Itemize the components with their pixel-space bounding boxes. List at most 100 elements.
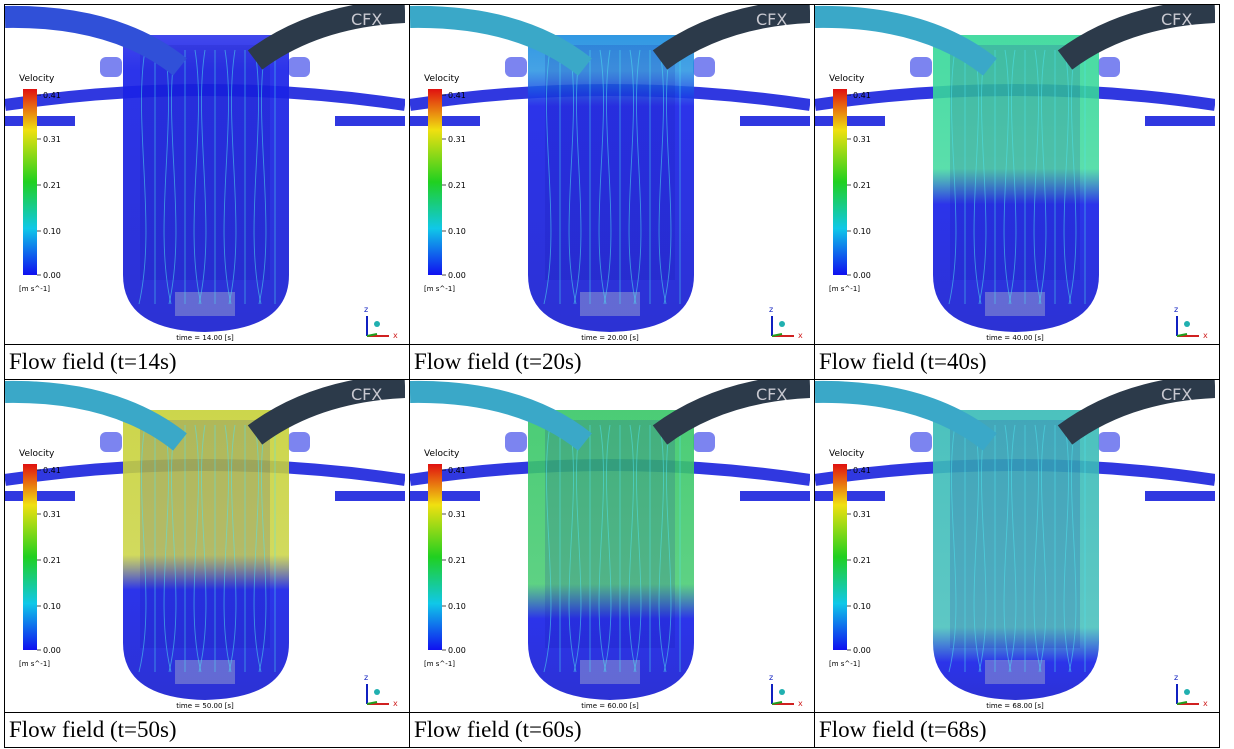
time-label: time = 50.00 [s] <box>176 702 234 710</box>
figure-table: CFX Velocity 0.41 0.31 0.21 0.10 0.00 [m s^-… <box>4 4 1220 748</box>
logo: CFX <box>756 10 787 29</box>
flow-image: CFX Velocity 0.410.310.210.100.00 [m s^-… <box>5 5 405 344</box>
nozzle <box>693 432 715 452</box>
legend-tick-label: 0.10 <box>448 602 466 611</box>
axis-x-label: x <box>393 699 398 708</box>
view-marker <box>1184 321 1190 327</box>
logo: CFX <box>1161 10 1192 29</box>
legend-unit: [m s^-1] <box>424 285 455 293</box>
caption: Flow field (t=50s) <box>5 713 410 748</box>
legend-tick-label: 0.41 <box>853 466 871 475</box>
legend-bar <box>23 89 37 275</box>
nozzle <box>693 57 715 77</box>
legend-unit: [m s^-1] <box>829 285 860 293</box>
axis-z-label: z <box>1174 673 1178 682</box>
nozzle <box>505 432 527 452</box>
caption: Flow field (t=14s) <box>5 345 410 380</box>
legend-title: Velocity <box>19 449 55 459</box>
axis-x-label: x <box>393 331 398 340</box>
legend-title: Velocity <box>19 74 55 84</box>
logo: CFX <box>351 385 382 404</box>
axis-z-label: z <box>769 305 773 314</box>
legend-tick-label: 0.21 <box>853 556 871 565</box>
legend-title: Velocity <box>829 449 865 459</box>
legend-tick-label: 0.10 <box>43 227 61 236</box>
flow-image: CFX Velocity 0.410.310.210.100.00 [m s^-… <box>815 5 1215 344</box>
caption: Flow field (t=60s) <box>410 713 815 748</box>
view-marker <box>374 321 380 327</box>
legend-tick-label: 0.21 <box>448 181 466 190</box>
perforated-plate <box>580 660 640 684</box>
image-cell: CFX Velocity 0.410.310.210.100.00 [m s^-… <box>410 5 815 345</box>
page: { "legend": {"title": "Velocity", "ticks… <box>0 0 1234 749</box>
nozzle <box>1098 432 1120 452</box>
legend-tick-label: 0.10 <box>853 227 871 236</box>
time-label: time = 40.00 [s] <box>986 334 1044 342</box>
view-marker <box>779 321 785 327</box>
legend-tick-label: 0.41 <box>43 91 61 100</box>
time-label: time = 68.00 [s] <box>986 702 1044 710</box>
nozzle <box>910 432 932 452</box>
image-cell: CFX Velocity 0.410.310.210.100.00 [m s^-… <box>815 5 1220 345</box>
legend-tick-label: 0.21 <box>853 181 871 190</box>
caption-row: Flow field (t=50s)Flow field (t=60s)Flow… <box>5 713 1220 748</box>
image-row: CFX Velocity 0.41 0.31 0.21 0.10 0.00 [m s^-… <box>5 380 1220 713</box>
caption: Flow field (t=20s) <box>410 345 815 380</box>
legend-tick-label: 0.41 <box>448 466 466 475</box>
legend-unit: [m s^-1] <box>19 660 50 668</box>
core-barrel <box>140 45 270 280</box>
legend-bar <box>833 89 847 275</box>
nozzle <box>100 432 122 452</box>
legend-bar <box>833 464 847 650</box>
axis-z-label: z <box>1174 305 1178 314</box>
legend-tick-label: 0.00 <box>448 646 466 655</box>
core-barrel <box>950 420 1080 648</box>
flow-image: CFX Velocity 0.410.310.210.100.00 [m s^-… <box>815 380 1215 712</box>
legend-tick-label: 0.21 <box>448 556 466 565</box>
perforated-plate <box>580 292 640 316</box>
legend-tick-label: 0.00 <box>43 271 61 280</box>
time-label: time = 14.00 [s] <box>176 334 234 342</box>
legend-unit: [m s^-1] <box>829 660 860 668</box>
legend-tick-label: 0.31 <box>43 510 61 519</box>
nozzle <box>288 57 310 77</box>
legend-tick-label: 0.10 <box>43 602 61 611</box>
nozzle <box>505 57 527 77</box>
legend-tick-label: 0.31 <box>853 510 871 519</box>
image-cell: CFX Velocity 0.410.310.210.100.00 [m s^-… <box>5 380 410 713</box>
view-marker <box>779 689 785 695</box>
axis-x-label: x <box>1203 331 1208 340</box>
legend-tick-label: 0.21 <box>43 556 61 565</box>
time-label: time = 20.00 [s] <box>581 334 639 342</box>
nozzle <box>1098 57 1120 77</box>
nozzle <box>910 57 932 77</box>
view-marker <box>374 689 380 695</box>
caption-row: Flow field (t=14s)Flow field (t=20s)Flow… <box>5 345 1220 380</box>
axis-z-label: z <box>364 673 368 682</box>
legend-tick-label: 0.31 <box>853 135 871 144</box>
legend-bar <box>428 464 442 650</box>
core-barrel <box>545 45 675 280</box>
flow-image: CFX Velocity 0.410.310.210.100.00 [m s^-… <box>5 380 405 712</box>
axis-z-label: z <box>769 673 773 682</box>
nozzle <box>288 432 310 452</box>
caption: Flow field (t=40s) <box>815 345 1220 380</box>
legend-tick-label: 0.00 <box>448 271 466 280</box>
perforated-plate <box>175 660 235 684</box>
legend-unit: [m s^-1] <box>19 285 50 293</box>
legend-tick-label: 0.41 <box>43 466 61 475</box>
legend-tick-label: 0.10 <box>448 227 466 236</box>
logo: CFX <box>1161 385 1192 404</box>
legend-tick-label: 0.00 <box>853 646 871 655</box>
legend-title: Velocity <box>424 74 460 84</box>
legend-tick-label: 0.41 <box>853 91 871 100</box>
view-marker <box>1184 689 1190 695</box>
perforated-plate <box>985 292 1045 316</box>
image-row: CFX Velocity 0.41 0.31 0.21 0.10 0.00 [m s^-… <box>5 5 1220 345</box>
legend-unit: [m s^-1] <box>424 660 455 668</box>
flow-image: CFX Velocity 0.410.310.210.100.00 [m s^-… <box>410 380 810 712</box>
logo: CFX <box>756 385 787 404</box>
